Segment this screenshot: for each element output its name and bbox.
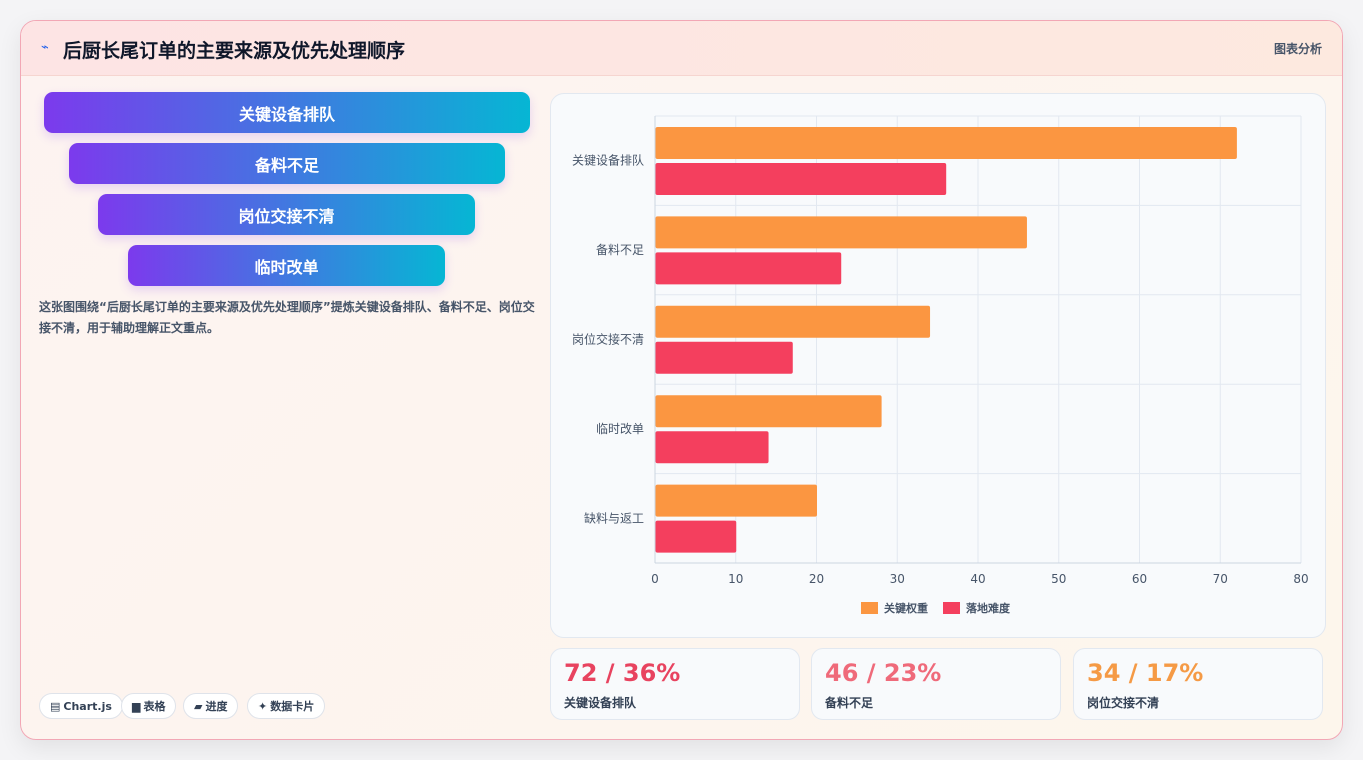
y-tick-label: 缺料与返工	[584, 510, 644, 525]
table-icon: ▆	[132, 699, 141, 713]
x-tick-label: 10	[728, 572, 743, 586]
x-tick-label: 20	[809, 572, 824, 586]
bar-key-weight	[655, 127, 1237, 159]
funnel-item: 关键设备排队	[44, 92, 530, 133]
legend-swatch	[861, 602, 878, 614]
chip-label: 表格	[143, 700, 166, 713]
y-tick-label: 临时改单	[596, 422, 644, 436]
funnel-item: 备料不足	[69, 143, 505, 184]
legend-label: 关键权重	[884, 601, 928, 615]
stat-value: 46 / 23%	[825, 659, 942, 687]
chip-label: 数据卡片	[270, 700, 315, 713]
header: ⌁ 后厨长尾订单的主要来源及优先处理顺序 图表分析	[21, 21, 1342, 76]
chart-analysis-link[interactable]: 图表分析	[1273, 42, 1322, 56]
bar-key-weight	[655, 484, 817, 517]
x-tick-label: 80	[1293, 572, 1308, 586]
legend-label: 落地难度	[966, 601, 1011, 615]
sparkle-icon: ✦	[258, 699, 268, 713]
legend-swatch	[943, 602, 960, 614]
description-text: 这张图围绕“后厨长尾订单的主要来源及优先处理顺序”提炼关键设备排队、备料不足、岗…	[39, 300, 535, 335]
chip-data-card[interactable]: ✦ 数据卡片	[247, 693, 326, 719]
stat-value: 34 / 17%	[1087, 659, 1204, 687]
stat-label: 岗位交接不清	[1087, 696, 1160, 710]
stat-label: 备料不足	[825, 696, 874, 710]
bar-difficulty	[655, 341, 793, 374]
chip-label: 进度	[205, 700, 228, 713]
x-tick-label: 0	[651, 572, 659, 586]
bar-difficulty	[655, 520, 737, 553]
chip-label: Chart.js	[63, 699, 112, 713]
chart-panel: 关键设备排队备料不足岗位交接不清临时改单缺料与返工 0 10 20 30 40 50 60 70…	[550, 93, 1326, 638]
chip-chartjs[interactable]: ▤ Chart.js	[39, 693, 123, 719]
chip-progress[interactable]: ▰ 进度	[183, 693, 239, 719]
progress-icon: ▰	[194, 699, 203, 713]
main-card: ⌁ 后厨长尾订单的主要来源及优先处理顺序 图表分析 关键设备排队 备料不足 岗位…	[20, 20, 1343, 740]
page-title: 后厨长尾订单的主要来源及优先处理顺序	[63, 40, 406, 62]
x-tick-label: 40	[970, 572, 985, 586]
bar-key-weight	[655, 395, 882, 428]
bar-key-weight	[655, 305, 931, 338]
bar-key-weight	[655, 216, 1027, 249]
bar-difficulty	[655, 163, 947, 195]
x-tick-label: 60	[1132, 572, 1147, 586]
y-tick-label: 备料不足	[596, 243, 644, 257]
funnel-item: 临时改单	[128, 245, 445, 286]
stat-card: 46 / 23% 备料不足	[811, 648, 1061, 720]
x-tick-label: 30	[890, 572, 905, 586]
stat-value: 72 / 36%	[564, 659, 681, 687]
bar-difficulty	[655, 431, 769, 464]
bar-difficulty	[655, 252, 842, 285]
y-tick-label: 岗位交接不清	[572, 332, 644, 347]
stat-label: 关键设备排队	[564, 696, 637, 710]
stat-card: 34 / 17% 岗位交接不清	[1073, 648, 1323, 720]
stat-card: 72 / 36% 关键设备排队	[550, 648, 800, 720]
funnel-item: 岗位交接不清	[98, 194, 475, 235]
x-tick-label: 70	[1213, 572, 1228, 586]
trend-line-icon: ⌁	[41, 40, 49, 55]
y-tick-label: 关键设备排队	[572, 153, 644, 168]
chart-icon: ▤	[50, 699, 61, 713]
chip-table[interactable]: ▆ 表格	[121, 693, 177, 719]
x-tick-label: 50	[1051, 572, 1066, 586]
